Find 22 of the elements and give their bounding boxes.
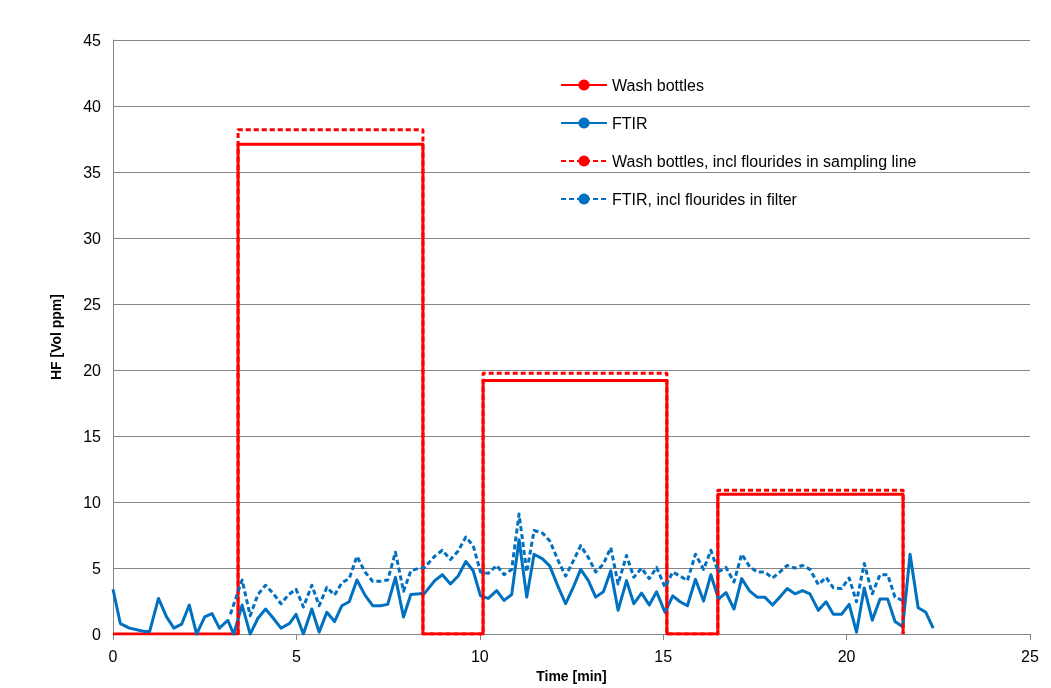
y-tick-label: 20 bbox=[83, 361, 102, 379]
x-tick-label: 15 bbox=[654, 647, 673, 665]
x-axis-title: Time [min] bbox=[536, 668, 607, 684]
y-tick-label: 15 bbox=[83, 427, 102, 445]
x-tick-label: 10 bbox=[470, 647, 489, 665]
y-tick-label: 5 bbox=[92, 559, 102, 577]
legend-label: FTIR, incl flourides in filter bbox=[612, 190, 798, 208]
y-axis-title: HF [Vol ppm] bbox=[48, 294, 64, 381]
y-tick-label: 30 bbox=[83, 229, 102, 247]
y-tick-label: 45 bbox=[83, 31, 102, 49]
x-tick-label: 5 bbox=[291, 647, 301, 665]
y-tick-label: 10 bbox=[83, 493, 102, 511]
legend-label: FTIR bbox=[612, 114, 648, 132]
x-tick-label: 20 bbox=[837, 647, 856, 665]
x-tick-label: 0 bbox=[108, 647, 118, 665]
y-tick-label: 25 bbox=[83, 295, 102, 313]
y-tick-label: 40 bbox=[83, 97, 102, 115]
x-tick-label: 25 bbox=[1021, 647, 1039, 665]
legend-label: Wash bottles, incl flourides in sampling line bbox=[612, 152, 917, 170]
legend-label: Wash bottles bbox=[612, 76, 704, 94]
y-tick-label: 0 bbox=[92, 625, 102, 643]
y-tick-label: 35 bbox=[83, 163, 102, 181]
